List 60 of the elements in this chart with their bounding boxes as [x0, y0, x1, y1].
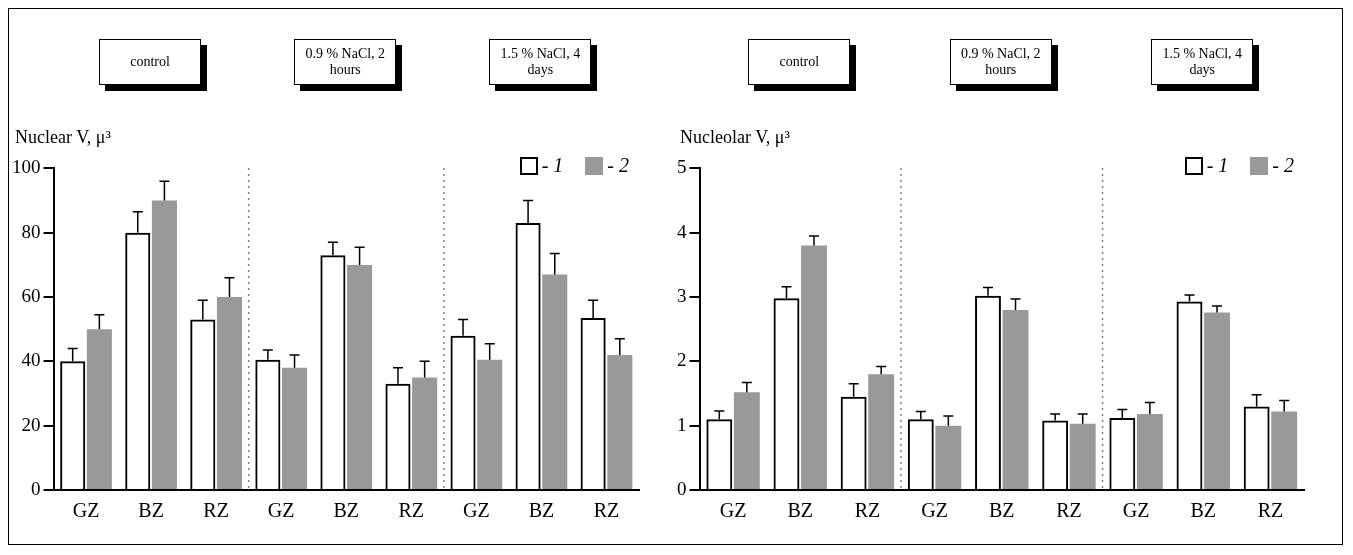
y-tick-label: 60 — [21, 285, 41, 307]
x-tick-label: BZ — [138, 499, 164, 522]
bar — [151, 200, 177, 489]
x-tick-label: GZ — [921, 499, 948, 522]
bar — [607, 354, 633, 489]
text: control — [779, 54, 820, 70]
legend-label: - 1 — [541, 154, 564, 177]
x-tick-label: BZ — [1190, 499, 1217, 522]
bar — [935, 425, 962, 489]
x-tick-label: RZ — [854, 499, 881, 522]
x-tick-label: GZ — [719, 499, 747, 522]
bar — [86, 329, 112, 489]
bar — [868, 374, 895, 489]
legend-label: - 2 — [607, 154, 629, 177]
text: 0.9 % NaCl, 2 hours — [959, 46, 1042, 78]
y-tick-label: 0 — [31, 477, 41, 499]
bar — [477, 359, 503, 489]
x-tick-label: BZ — [528, 499, 555, 522]
bar — [542, 274, 568, 489]
legend-label: - 2 — [1272, 154, 1294, 177]
y-tick-label: 100 — [12, 156, 41, 178]
x-tick-label: BZ — [787, 499, 814, 522]
y-tick-label: 3 — [677, 285, 687, 307]
x-tick-label: RZ — [1257, 499, 1284, 522]
text: 0.9 % NaCl, 2 hours — [304, 46, 387, 78]
bar — [801, 245, 827, 489]
x-tick-label: GZ — [1122, 499, 1150, 522]
y-tick-label: 4 — [677, 220, 687, 242]
bar — [216, 297, 243, 489]
bar — [1271, 411, 1298, 489]
bar — [412, 377, 438, 489]
y-tick-label: 0 — [677, 477, 687, 499]
bar — [1002, 309, 1029, 489]
y-tick-label: 80 — [21, 220, 41, 242]
bar — [1204, 312, 1230, 489]
y-tick-label: 40 — [21, 349, 41, 371]
bar — [733, 392, 760, 489]
x-tick-label: RZ — [398, 499, 425, 522]
bar — [1069, 423, 1096, 489]
text: control — [130, 54, 170, 70]
y-tick-label: 20 — [21, 413, 41, 435]
x-tick-label: GZ — [267, 499, 295, 522]
x-tick-label: RZ — [1056, 499, 1082, 522]
x-tick-label: GZ — [72, 499, 100, 522]
bar — [282, 367, 308, 489]
x-tick-label: RZ — [203, 499, 229, 522]
legend-label: - 1 — [1206, 154, 1229, 177]
x-tick-label: RZ — [593, 499, 620, 522]
y-axis-title: Nucleolar V, μ³ — [680, 127, 790, 148]
y-tick-label: 2 — [677, 349, 687, 371]
y-tick-label: 5 — [677, 156, 687, 178]
x-tick-label: GZ — [463, 499, 490, 522]
x-tick-label: BZ — [333, 499, 360, 522]
text: 1.5 % NaCl, 4 days — [499, 46, 582, 78]
y-tick-label: 1 — [677, 413, 687, 435]
bar — [1136, 414, 1163, 489]
y-axis-title: Nuclear V, μ³ — [15, 127, 111, 148]
bar — [347, 264, 373, 489]
x-tick-label: BZ — [988, 499, 1015, 522]
text: 1.5 % NaCl, 4 days — [1161, 46, 1244, 78]
